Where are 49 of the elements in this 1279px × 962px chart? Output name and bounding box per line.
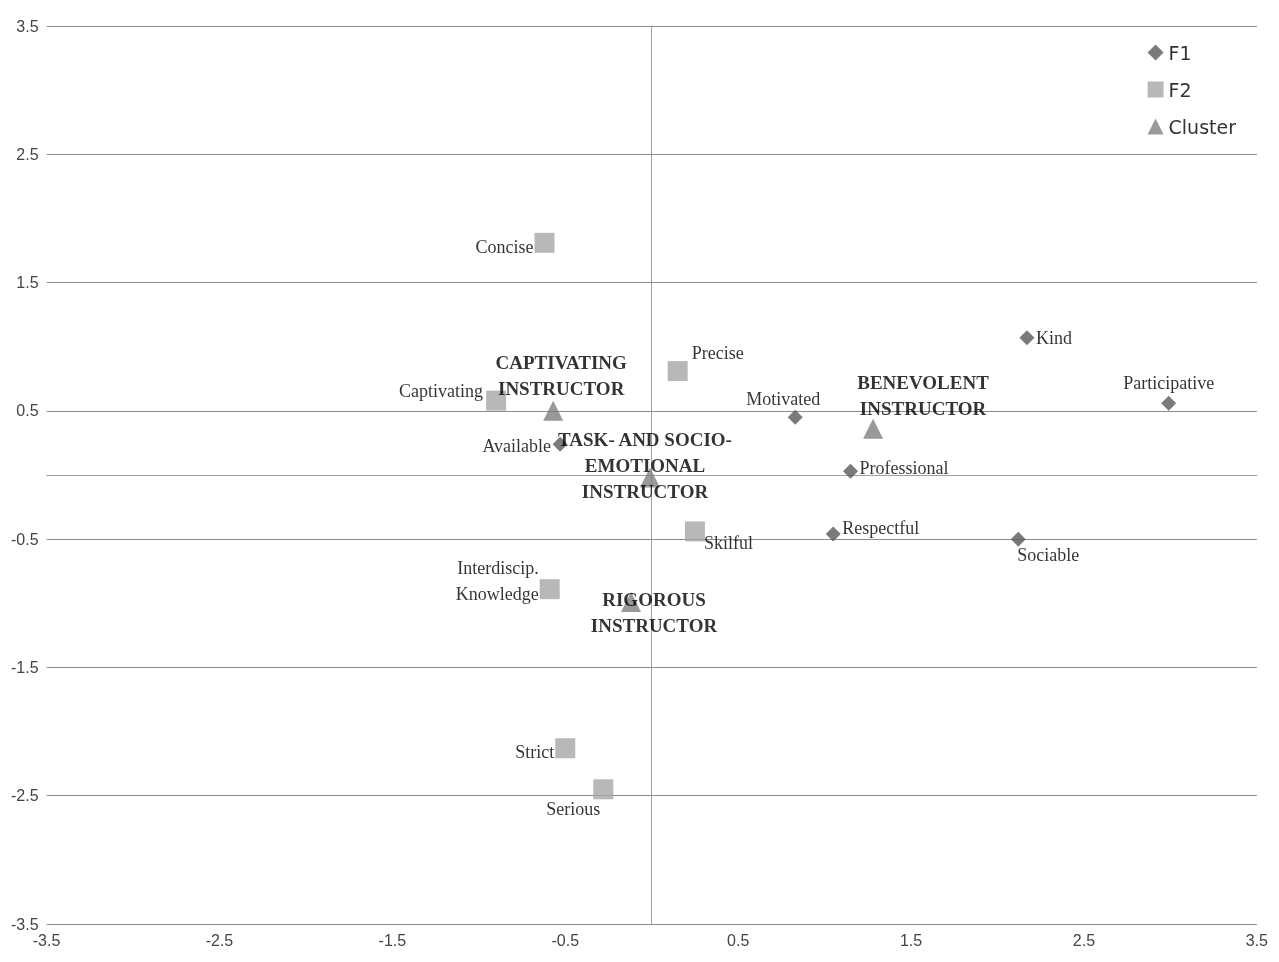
point [539, 579, 560, 600]
y-tick-label: 0.5 [16, 402, 39, 420]
x-tick-label: -1.5 [378, 931, 407, 949]
y-tick-label: -1.5 [10, 658, 39, 676]
point [1161, 395, 1177, 411]
point [1019, 330, 1035, 346]
y-tick-label: -0.5 [10, 530, 39, 548]
point [825, 526, 841, 542]
legend-label: Cluster [1168, 115, 1237, 138]
x-tick-label: -2.5 [205, 931, 234, 949]
x-tick-label: 0.5 [727, 931, 750, 949]
point [543, 400, 564, 421]
point [863, 418, 884, 439]
point [555, 738, 576, 759]
legend-label: F2 [1168, 78, 1192, 101]
annotation: Motivated [746, 389, 821, 410]
annotation: Participative [1123, 373, 1215, 394]
annotation: Interdiscip. Knowledge [455, 558, 539, 605]
x-tick-label: -3.5 [32, 931, 61, 949]
annotation: CAPTIVATING INSTRUCTOR [495, 352, 628, 400]
x-tick-label: 1.5 [899, 931, 923, 949]
point [787, 409, 803, 425]
x-tick-label: -0.5 [551, 931, 580, 949]
annotation: RIGOROUS INSTRUCTOR [590, 588, 718, 636]
annotation: Precise [691, 343, 744, 364]
y-tick-label: 3.5 [16, 17, 39, 35]
annotation: Kind [1035, 327, 1072, 348]
point [1010, 531, 1026, 547]
annotation: Sociable [1017, 545, 1080, 566]
y-tick-label: 1.5 [16, 274, 39, 292]
point [843, 463, 859, 479]
point [534, 232, 555, 253]
y-tick-label: -2.5 [10, 787, 39, 805]
legend-label: F1 [1168, 41, 1192, 64]
annotation: Available [482, 436, 552, 457]
annotation: Captivating [399, 380, 484, 401]
point [684, 521, 705, 542]
annotation: TASK- AND SOCIO- EMOTIONAL INSTRUCTOR [558, 429, 732, 503]
y-tick-label: 2.5 [16, 145, 39, 163]
annotation: Professional [859, 458, 949, 479]
annotation: Strict [515, 742, 555, 763]
annotation: Respectful [842, 518, 920, 539]
x-tick-label: 2.5 [1072, 931, 1096, 949]
annotation: Serious [546, 799, 601, 820]
x-tick-label: 3.5 [1245, 931, 1269, 949]
point [593, 779, 614, 800]
annotation: Concise [475, 236, 534, 257]
y-tick-label: -3.5 [10, 915, 39, 933]
point [667, 361, 688, 382]
